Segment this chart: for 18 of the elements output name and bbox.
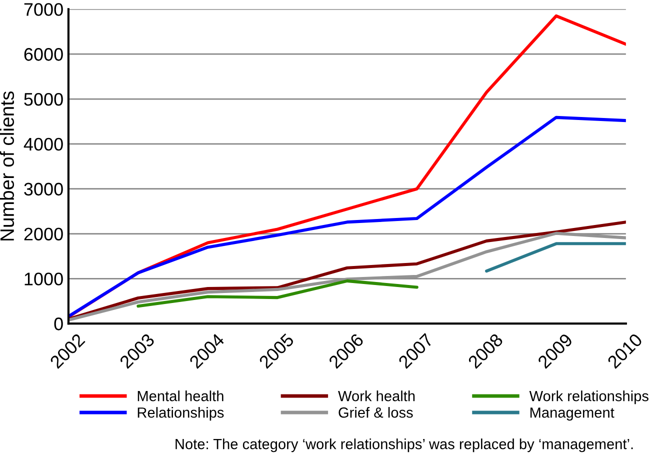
y-tick-label: 7000: [24, 3, 63, 16]
y-tick-label: 5000: [24, 92, 63, 106]
y-tick-label: 0: [54, 318, 63, 330]
legend-label: Work relationships: [529, 390, 648, 404]
y-axis-title: Number of clients: [0, 91, 14, 240]
legend-label: Relationships: [138, 407, 224, 421]
y-tick-label: 1000: [24, 272, 63, 286]
legend-label: Management: [530, 408, 614, 421]
text: Note: The category ‘work relationships’ was replaced by ‘management’.: [176, 438, 633, 452]
line-series: [68, 116, 626, 318]
legend-label: Grief & loss: [338, 407, 413, 418]
legend-label: Mental health: [138, 390, 224, 402]
y-tick-label: 4000: [24, 138, 63, 151]
legend-label: Work health: [338, 390, 415, 402]
y-tick-label: 6000: [24, 48, 63, 61]
y-tick-label: 3000: [24, 182, 63, 196]
y-tick-label: 2000: [24, 228, 63, 240]
line-series: [136, 279, 418, 308]
